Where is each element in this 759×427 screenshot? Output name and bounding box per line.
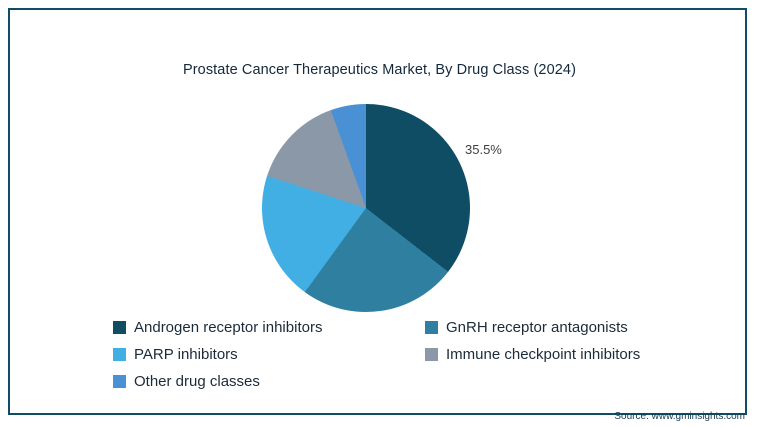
chart-legend: Androgen receptor inhibitors GnRH recept…: [113, 319, 640, 390]
legend-item-androgen-receptor-inhibitors: Androgen receptor inhibitors: [113, 319, 425, 336]
pie-chart-area: 35.5%: [262, 104, 502, 312]
legend-label: PARP inhibitors: [134, 346, 238, 363]
legend-item-other-drug-classes: Other drug classes: [113, 373, 425, 390]
legend-item-immune-checkpoint-inhibitors: Immune checkpoint inhibitors: [425, 346, 640, 363]
pie-chart: [262, 104, 470, 312]
legend-label: GnRH receptor antagonists: [446, 319, 628, 336]
legend-swatch: [113, 348, 126, 361]
legend-label: Immune checkpoint inhibitors: [446, 346, 641, 363]
pie-slice-data-label: 35.5%: [465, 142, 502, 157]
legend-swatch: [113, 375, 126, 388]
legend-item-gnrh-receptor-antagonists: GnRH receptor antagonists: [425, 319, 640, 336]
chart-title: Prostate Cancer Therapeutics Market, By …: [182, 62, 577, 78]
legend-label: Androgen receptor inhibitors: [134, 319, 323, 336]
legend-swatch: [113, 321, 126, 334]
legend-label: Other drug classes: [134, 373, 260, 390]
legend-item-parp-inhibitors: PARP inhibitors: [113, 346, 425, 363]
legend-swatch: [425, 348, 438, 361]
legend-swatch: [425, 321, 438, 334]
source-attribution: Source: www.gminsights.com: [614, 411, 745, 422]
